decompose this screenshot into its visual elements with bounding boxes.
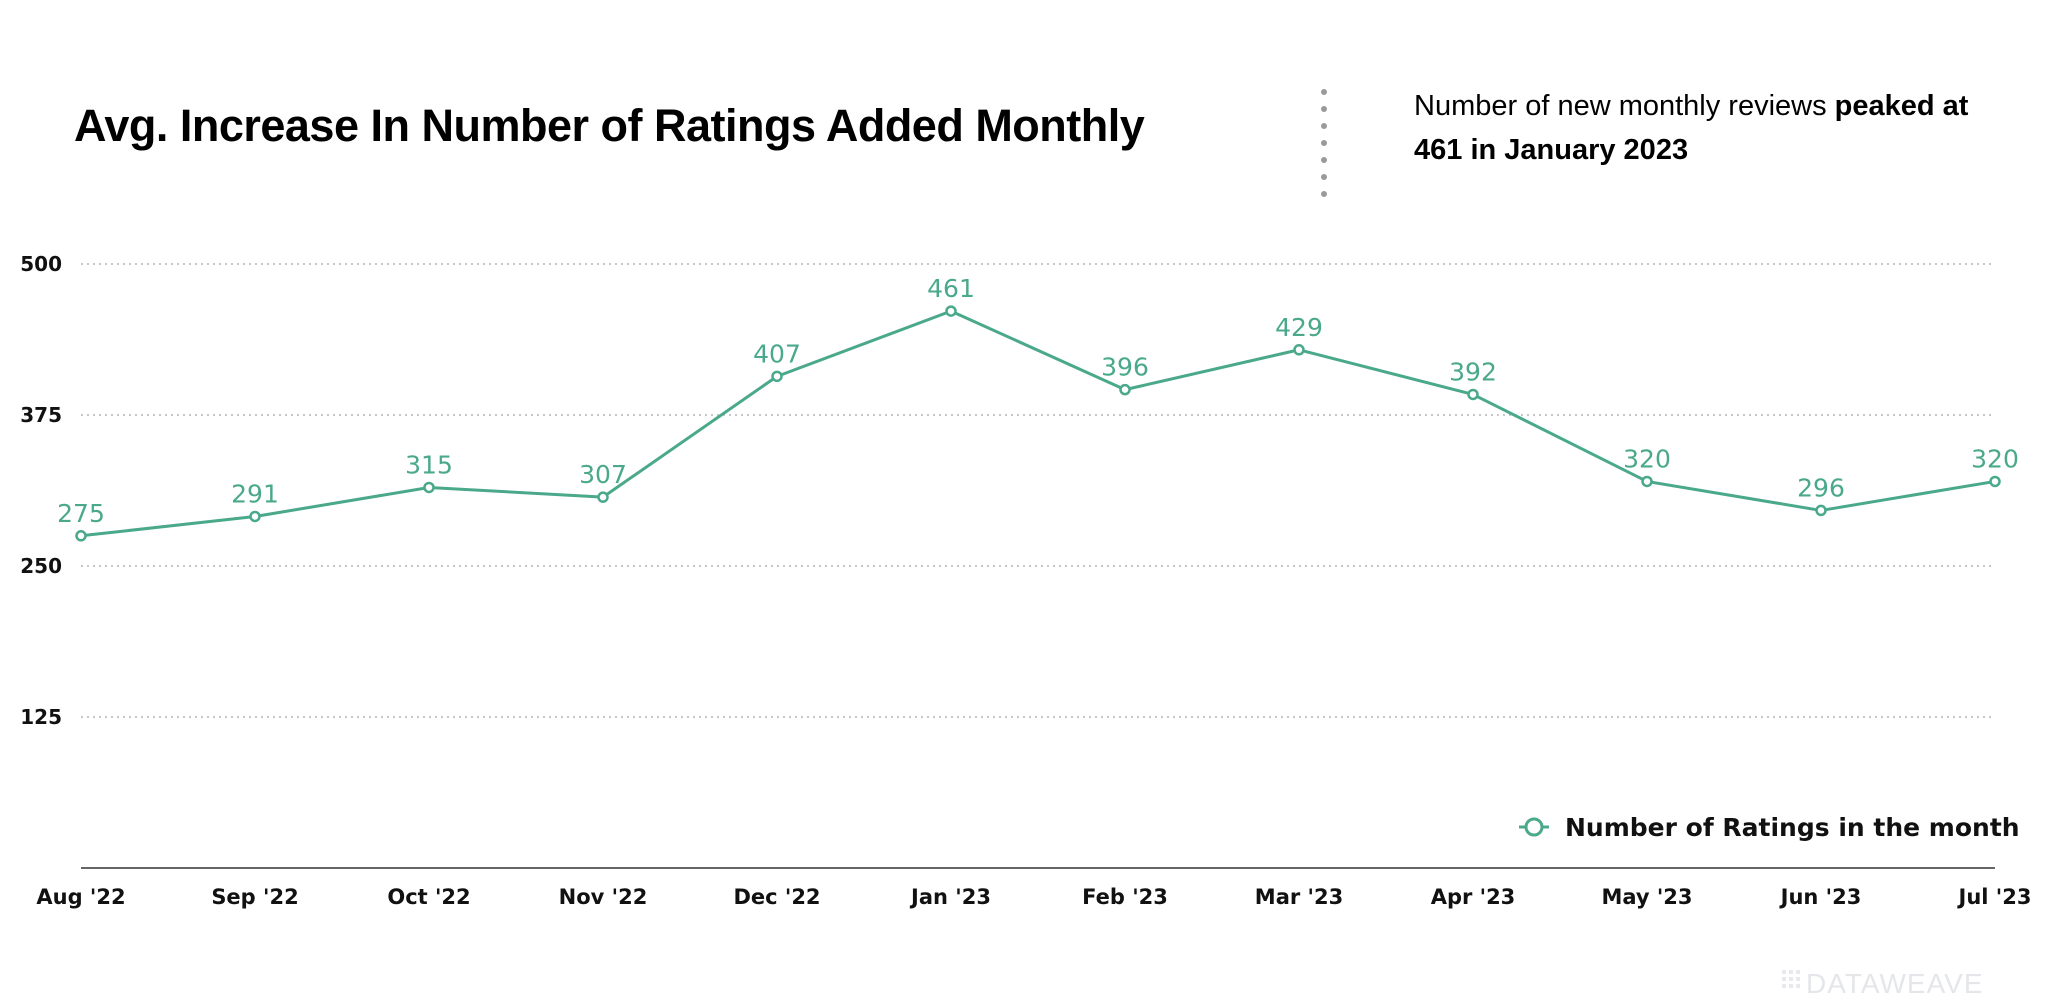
data-label: 320 — [1971, 444, 2019, 473]
x-tick-label: Sep '22 — [211, 885, 298, 909]
legend-marker-icon — [1524, 817, 1544, 837]
legend: Number of Ratings in the month — [1519, 813, 2020, 842]
x-tick-label: Apr '23 — [1431, 885, 1516, 909]
gridlines — [81, 263, 1995, 718]
y-tick-label: 375 — [20, 403, 62, 427]
data-label: 461 — [927, 274, 975, 303]
data-label: 407 — [753, 339, 801, 368]
x-tick-label: Jun '23 — [1779, 885, 1862, 909]
data-point[interactable] — [945, 305, 957, 317]
chart-title: Avg. Increase In Number of Ratings Added… — [74, 100, 1145, 151]
data-point[interactable] — [1641, 475, 1653, 488]
watermark: DATAWEAVE — [1782, 968, 1984, 999]
data-point[interactable] — [1467, 388, 1479, 401]
data-point[interactable] — [1293, 344, 1305, 356]
x-tick-label: Feb '23 — [1082, 885, 1168, 909]
data-point[interactable] — [771, 370, 783, 383]
annotation-callout: Number of new monthly reviews peaked at … — [1414, 84, 2014, 172]
annotation-divider — [1321, 89, 1327, 197]
data-point[interactable] — [1989, 475, 2001, 488]
x-tick-label: Oct '22 — [387, 885, 470, 909]
x-tick-label: Jul '23 — [1957, 885, 2032, 909]
x-tick-label: Aug '22 — [36, 885, 125, 909]
x-tick-label: Jan '23 — [909, 885, 991, 909]
x-tick-label: Nov '22 — [559, 885, 648, 909]
data-point[interactable] — [75, 530, 87, 542]
series-line — [75, 305, 2001, 542]
data-label: 275 — [57, 499, 105, 528]
series-path — [80, 309, 1996, 538]
annotation-highlight: peaked at 461 in January 2023 — [1414, 90, 1969, 166]
legend-label: Number of Ratings in the month — [1565, 813, 2020, 842]
y-tick-label: 500 — [20, 252, 62, 276]
data-point[interactable] — [249, 510, 261, 523]
x-tick-label: Mar '23 — [1255, 885, 1343, 909]
data-label: 396 — [1101, 353, 1149, 382]
data-label: 392 — [1449, 357, 1497, 386]
data-point[interactable] — [597, 491, 609, 503]
x-tick-label: May '23 — [1601, 885, 1692, 909]
y-tick-label: 125 — [20, 705, 62, 729]
data-label: 429 — [1275, 313, 1323, 342]
annotation-text: Number of new monthly reviews — [1414, 90, 1835, 122]
data-point[interactable] — [1815, 504, 1827, 517]
data-label: 320 — [1623, 444, 1671, 473]
data-label: 315 — [405, 450, 453, 479]
data-label: 296 — [1797, 473, 1845, 502]
y-tick-label: 250 — [20, 554, 62, 578]
data-labels: 275 291 315 307 407 461 396 429 392 320 296 320 — [57, 274, 2019, 528]
data-point[interactable] — [423, 481, 435, 494]
data-point[interactable] — [1119, 383, 1131, 396]
data-label: 307 — [579, 460, 627, 489]
y-axis-ticks: 125 250 375 500 — [20, 252, 62, 729]
x-tick-label: Dec '22 — [733, 885, 820, 909]
x-axis-ticks: Aug '22 Sep '22 Oct '22 Nov '22 Dec '22 Jan '… — [36, 885, 2031, 909]
watermark-text: DATAWEAVE — [1806, 968, 1984, 999]
data-label: 291 — [231, 479, 279, 508]
